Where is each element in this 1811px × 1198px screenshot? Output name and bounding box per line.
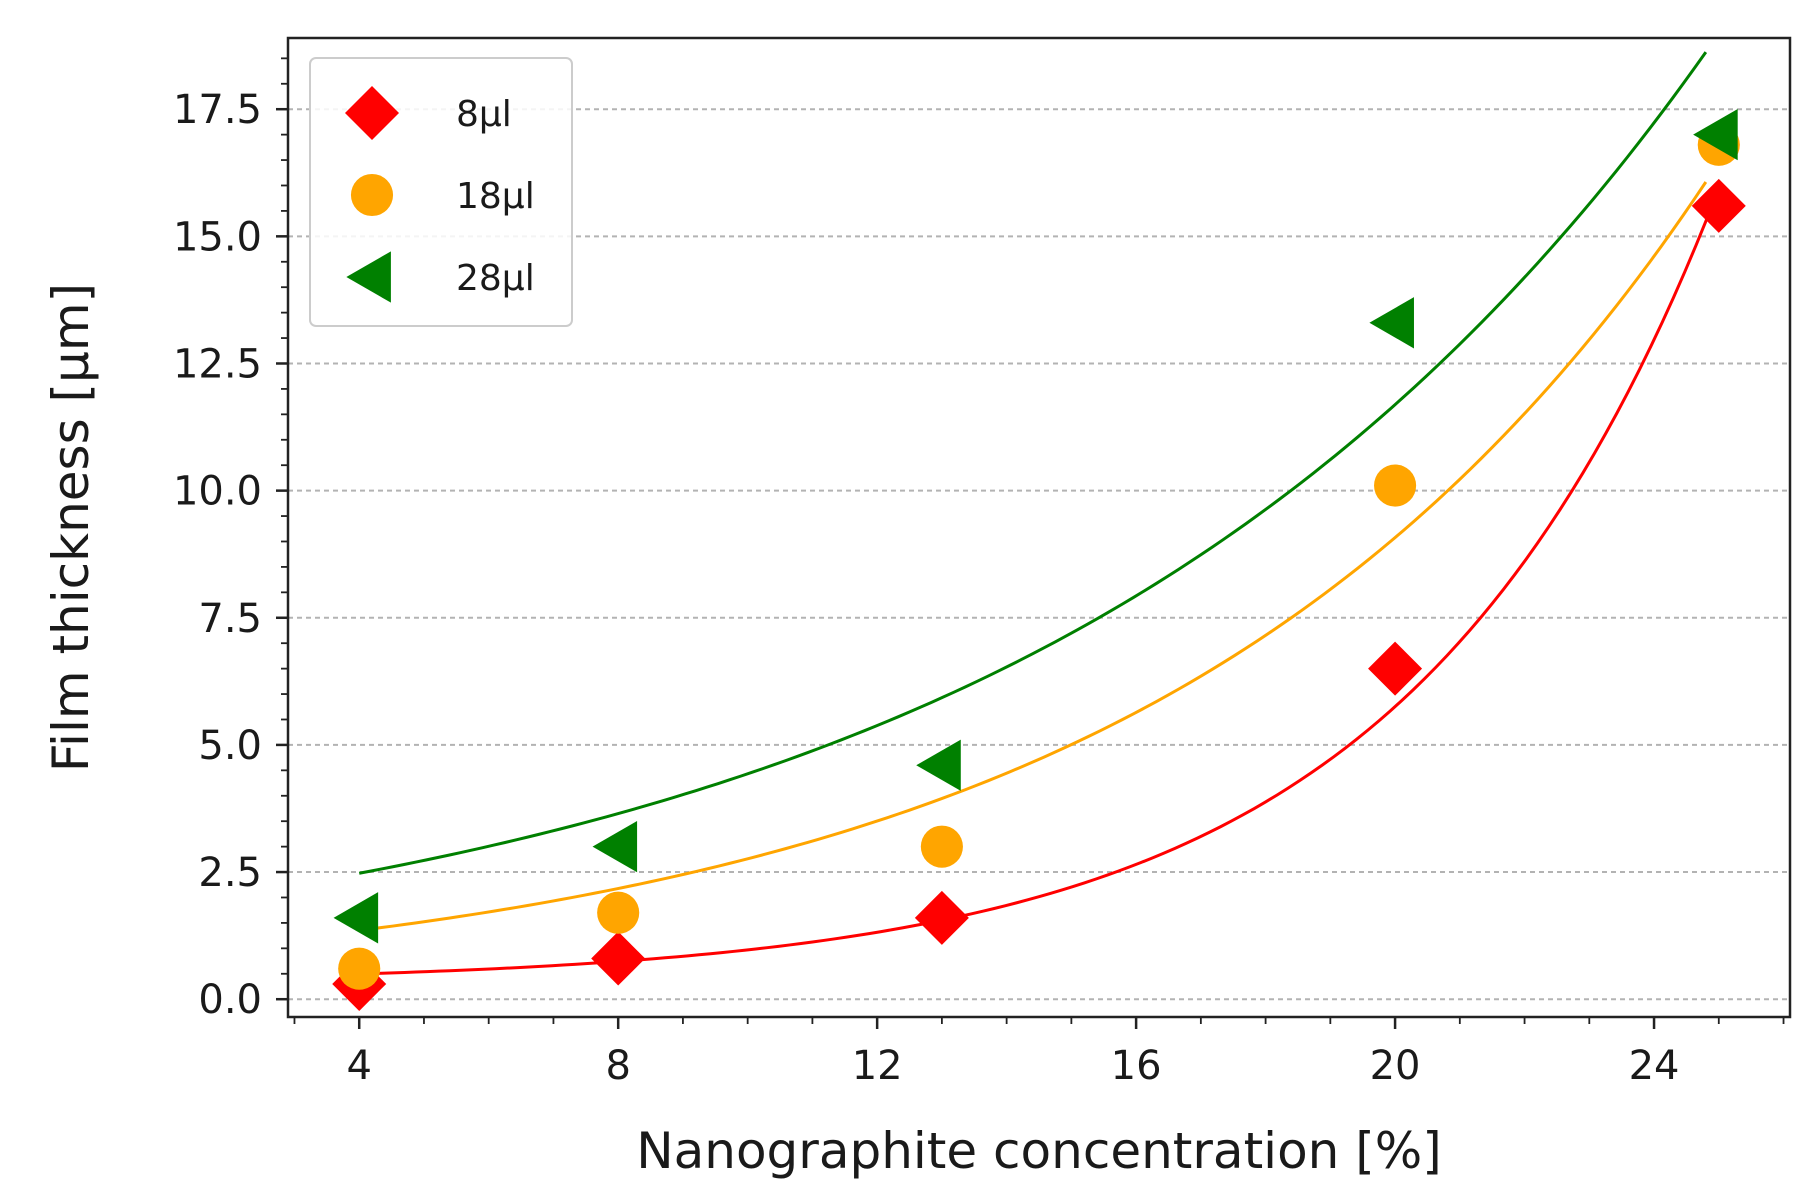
fit-curve-1 [359,181,1708,932]
x-tick-label: 24 [1629,1043,1680,1089]
data-point-s2-0 [333,892,379,944]
fit-curve-0 [359,187,1721,976]
x-tick-label: 12 [852,1043,903,1089]
fit-curves [358,51,1721,976]
x-tick-label: 16 [1111,1043,1162,1089]
data-point-s1-0 [338,947,381,990]
grid [288,108,1790,1001]
y-axis-title: Film thickness [μm] [42,283,100,772]
data-point-s0-1 [591,931,646,986]
axis-ticks: 4 8 12 16 20 24 0.0 2.5 5.0 7.5 10.0 12.5 15.0 17.5 [173,57,1785,1089]
x-axis-title: Nanographite concentration [%] [636,1122,1442,1180]
legend-marker-1 [350,173,394,217]
data-point-s0-3 [1368,641,1423,696]
legend-label-0: 8μl [456,94,512,135]
x-tick-label: 4 [346,1043,371,1089]
legend: 8μl 18μl 28μl [309,57,573,327]
data-point-s2-3 [1369,297,1414,349]
legend-marker-0 [345,86,399,140]
x-tick-label: 8 [605,1043,630,1089]
data-point-s1-3 [1374,464,1417,507]
fit-curve-2 [358,51,1708,875]
data-point-s1-2 [920,825,963,868]
y-tick-label: 17.5 [173,87,262,133]
legend-label-1: 18μl [456,176,535,217]
data-point-s1-1 [597,891,640,934]
y-tick-label: 10.0 [173,469,262,515]
y-tick-label: 12.5 [173,341,262,387]
plot-frame [286,36,1792,1019]
data-point-s0-2 [914,890,969,945]
data-markers [332,108,1746,1011]
y-tick-label: 5.0 [198,723,262,769]
legend-label-2: 28μl [456,258,535,299]
y-tick-label: 2.5 [198,850,262,896]
data-point-s2-2 [916,739,961,791]
legend-marker-2 [346,251,391,303]
x-tick-label: 20 [1370,1043,1421,1089]
y-tick-label: 0.0 [198,977,262,1023]
y-tick-label: 15.0 [173,214,262,260]
y-tick-label: 7.5 [198,596,262,642]
data-point-s0-4 [1691,178,1746,233]
data-point-s2-4 [1693,108,1738,161]
data-point-s2-1 [592,820,638,873]
